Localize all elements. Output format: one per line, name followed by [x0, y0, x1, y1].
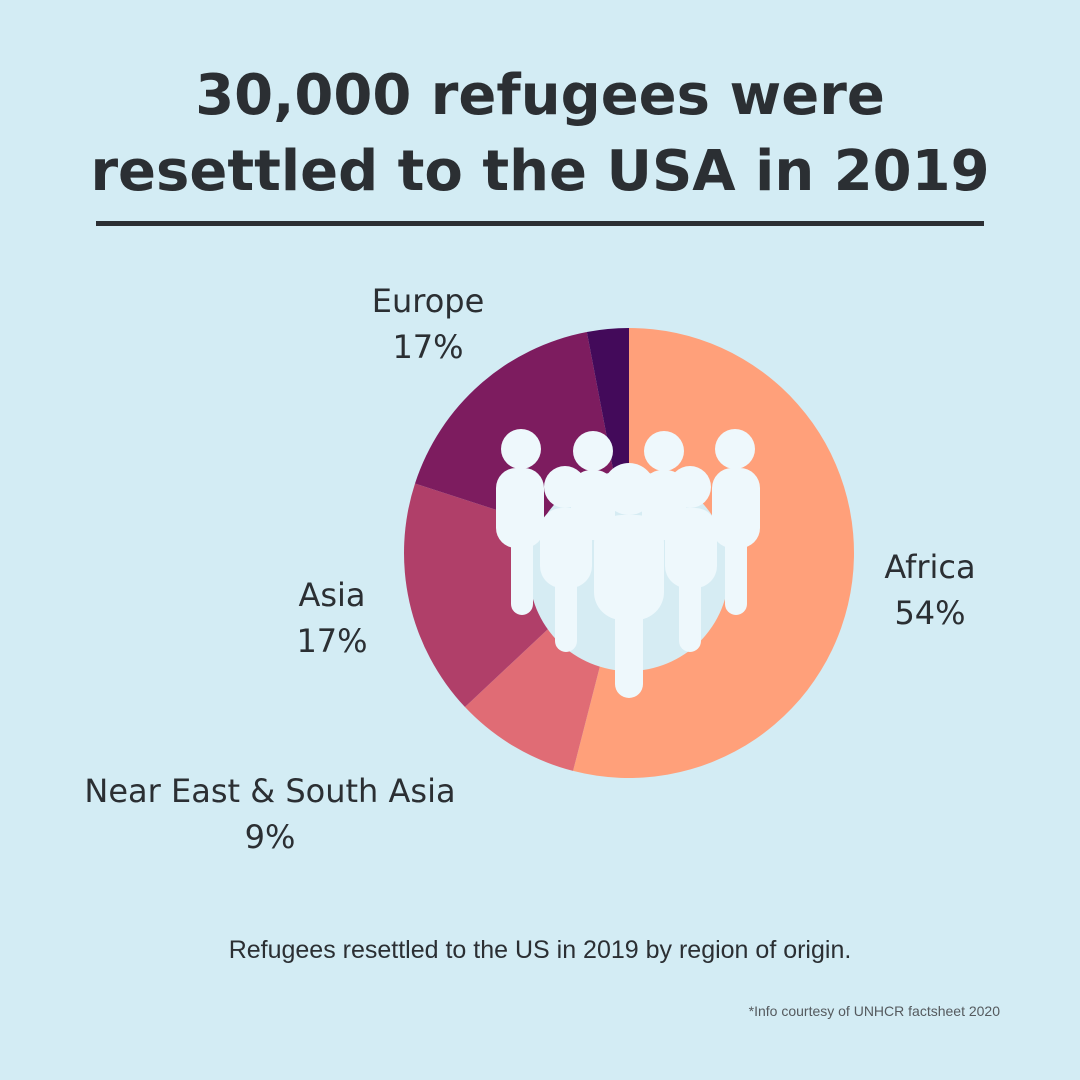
chart-caption: Refugees resettled to the US in 2019 by … [228, 936, 852, 964]
title-divider [96, 221, 984, 226]
slice-value-africa: 54% [894, 594, 966, 632]
chart-title-line-1: 30,000 refugees were [195, 63, 885, 128]
slice-label-europe: Europe 17% [338, 278, 518, 370]
slice-label-asia: Asia 17% [246, 572, 418, 664]
chart-title: 30,000 refugees were resettled to the US… [80, 58, 1000, 210]
slice-value-europe: 17% [392, 328, 464, 366]
slice-value-asia: 17% [296, 622, 368, 660]
slice-name-africa: Africa [884, 548, 976, 586]
slice-name-near-east-south-asia: Near East & South Asia [84, 772, 456, 810]
people-group-icon [496, 429, 760, 698]
chart-title-line-2: resettled to the USA in 2019 [90, 139, 990, 204]
source-note: *Info courtesy of UNHCR factsheet 2020 [748, 1003, 1000, 1019]
slice-label-near-east-south-asia: Near East & South Asia 9% [40, 768, 500, 860]
slice-name-europe: Europe [371, 282, 485, 320]
slice-label-africa: Africa 54% [840, 544, 1020, 636]
slice-value-near-east-south-asia: 9% [244, 818, 296, 856]
slice-name-asia: Asia [298, 576, 366, 614]
